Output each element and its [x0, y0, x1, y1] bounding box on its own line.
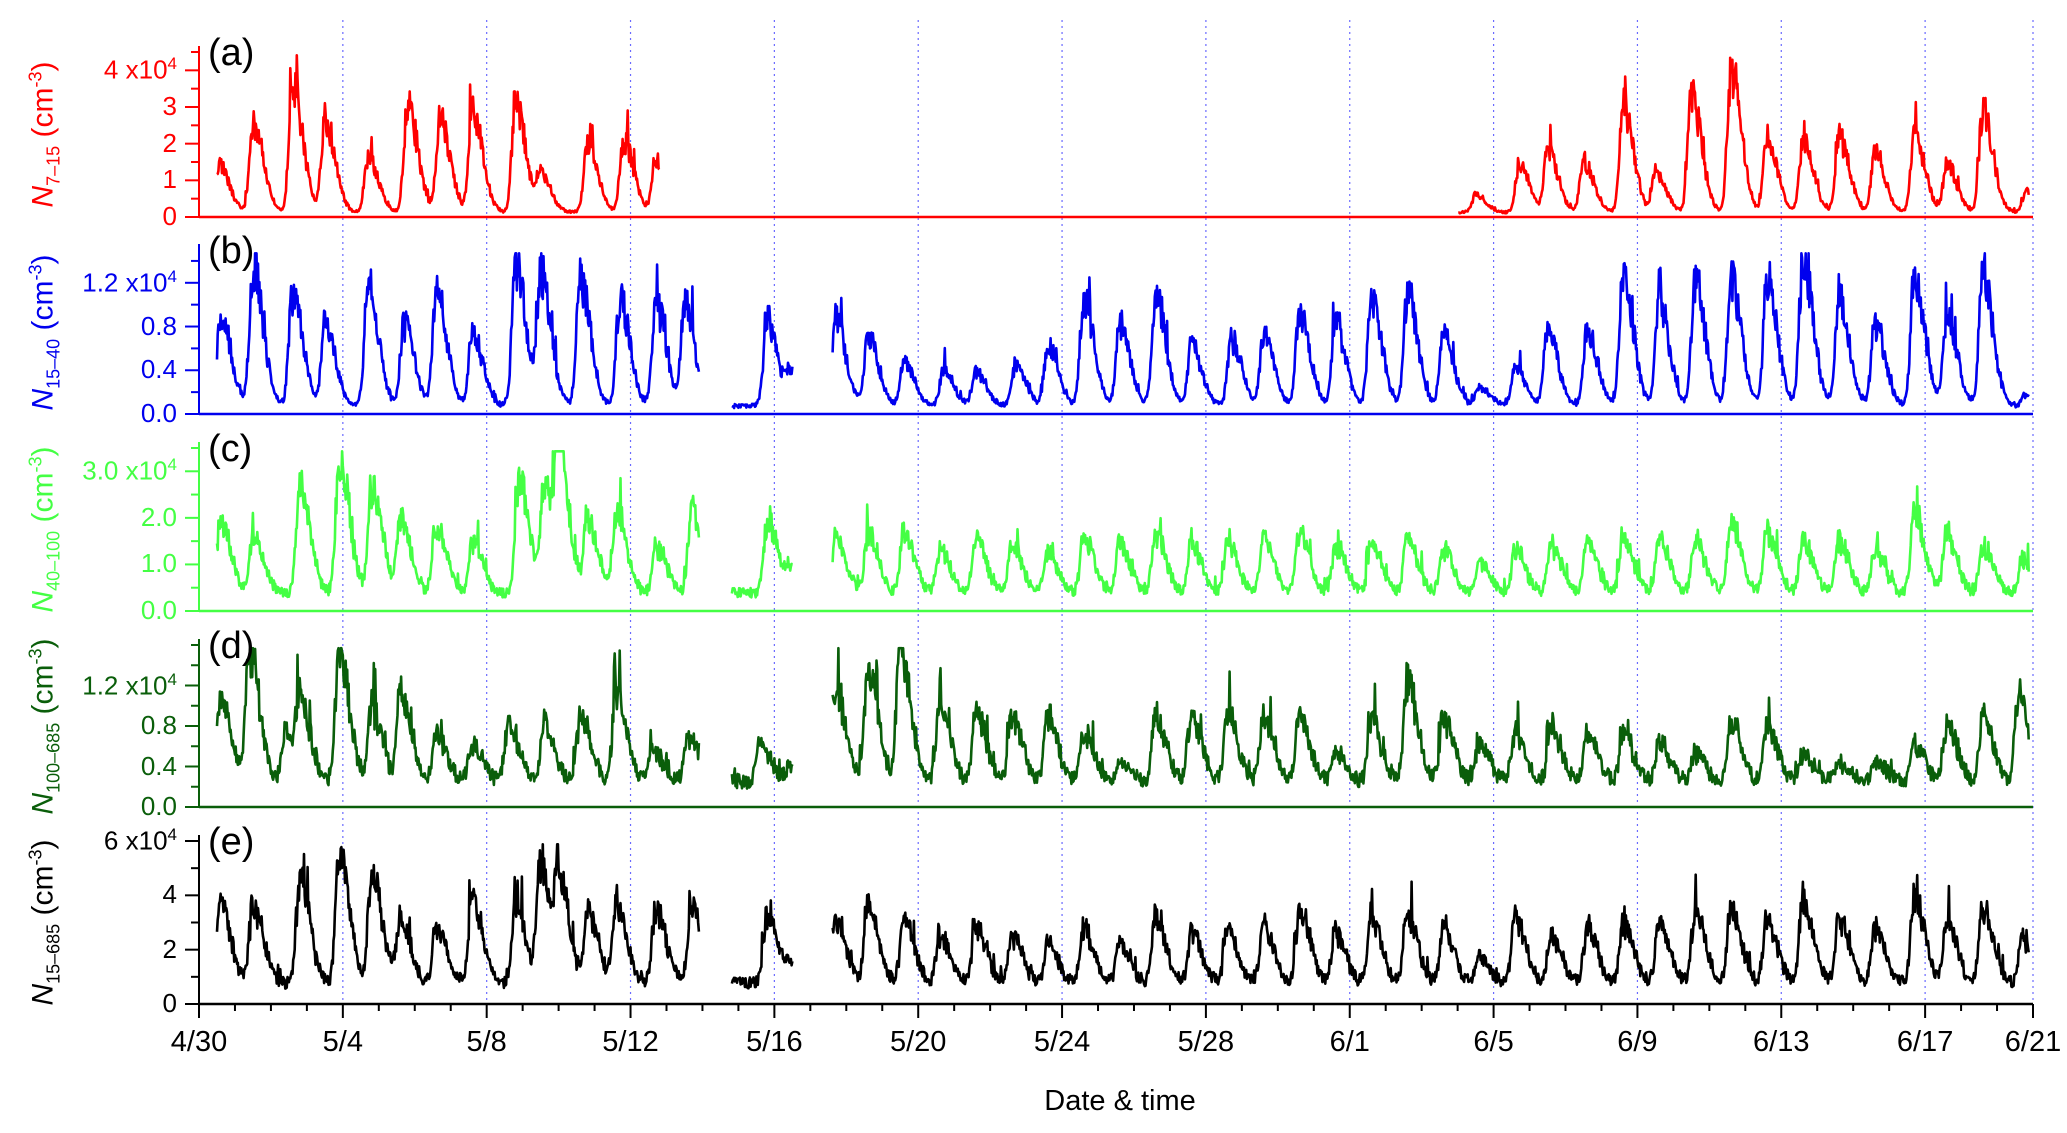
data-series-line: [215, 252, 701, 408]
data-series-line: [731, 304, 794, 410]
data-series-line: [216, 54, 661, 215]
data-series-line: [831, 252, 2030, 409]
data-series-line: [831, 646, 2030, 789]
data-series-line: [730, 736, 794, 790]
data-series-line: [215, 843, 701, 990]
data-series-line: [1457, 56, 2030, 215]
data-series-line: [831, 873, 2030, 989]
data-series-line: [831, 485, 2030, 598]
data-series-line: [730, 899, 794, 990]
data-series-line: [215, 646, 701, 787]
data-series-line: [215, 450, 701, 599]
data-series-line: [730, 505, 793, 599]
